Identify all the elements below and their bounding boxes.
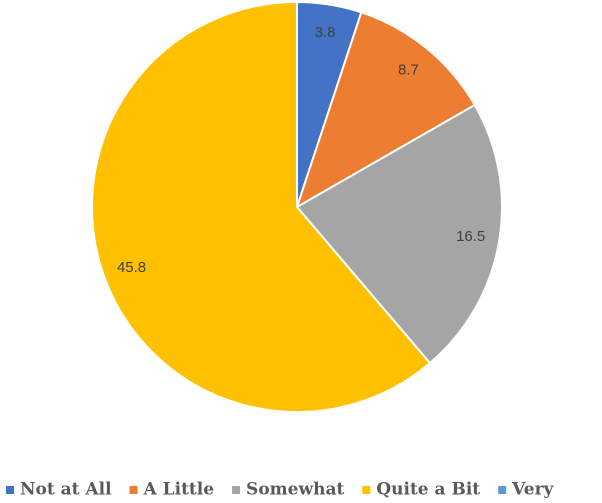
pie-slice (295, 11, 477, 210)
legend-marker (6, 486, 14, 494)
legend-label: Somewhat (246, 480, 344, 500)
data-label: 8.7 (398, 61, 419, 78)
data-label: 3.8 (315, 24, 336, 41)
legend-label: A Little (143, 480, 215, 500)
pie-slice (91, 0, 432, 413)
legend-label: Not at All (20, 480, 112, 500)
legend-marker (232, 486, 241, 494)
legend-marker (498, 486, 507, 494)
data-label: 16.5 (456, 228, 485, 245)
data-label: 45.8 (117, 259, 146, 276)
legend-marker (129, 486, 138, 494)
pie-slice (295, 103, 503, 365)
legend-marker (362, 486, 371, 494)
legend-label: Quite a Bit (376, 480, 480, 500)
legend-label: Very (511, 480, 554, 500)
